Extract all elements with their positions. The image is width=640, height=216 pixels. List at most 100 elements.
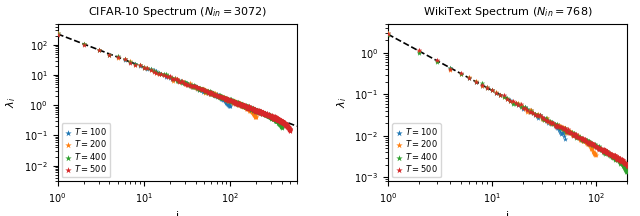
$T = 500$ (220, 98, 230, 101)
$T = 400$ (268, 116, 278, 119)
$T = 200$ (205, 92, 215, 95)
$T = 400$ (223, 98, 234, 102)
$T = 400$ (273, 120, 284, 124)
$T = 200$ (573, 135, 584, 139)
$T = 100$ (482, 85, 492, 89)
$T = 500$ (200, 89, 210, 93)
$T = 500$ (285, 129, 295, 132)
$T = 400$ (250, 108, 260, 111)
$T = 500$ (562, 130, 572, 134)
$T = 400$ (269, 117, 279, 121)
$T = 400$ (275, 122, 285, 126)
$T = 400$ (584, 139, 594, 142)
$T = 500$ (262, 113, 272, 116)
$T = 400$ (508, 102, 518, 105)
$T = 400$ (550, 123, 561, 126)
$T = 400$ (237, 104, 247, 108)
$T = 200$ (586, 148, 596, 151)
$T = 400$ (268, 116, 278, 119)
$T = 400$ (607, 155, 617, 158)
$T = 500$ (271, 116, 281, 119)
$T = 400$ (248, 108, 258, 111)
$T = 500$ (234, 102, 244, 105)
$T = 400$ (207, 92, 218, 95)
$T = 400$ (522, 107, 532, 111)
$T = 400$ (559, 128, 569, 131)
$T = 200$ (575, 137, 586, 140)
$T = 500$ (569, 132, 579, 135)
$T = 500$ (505, 99, 515, 102)
$T = 500$ (250, 109, 260, 112)
$T = 100$ (163, 74, 173, 78)
$T = 400$ (255, 110, 265, 114)
$T = 200$ (564, 129, 574, 133)
$T = 100$ (213, 95, 223, 98)
$T = 200$ (243, 107, 253, 110)
$T = 200$ (561, 131, 572, 135)
$T = 500$ (164, 74, 175, 77)
$T = 500$ (241, 105, 252, 109)
$T = 500$ (610, 153, 620, 157)
$T = 100$ (524, 109, 534, 113)
$T = 400$ (189, 84, 199, 87)
$T = 100$ (172, 78, 182, 81)
$T = 500$ (271, 117, 282, 120)
$T = 400$ (598, 148, 609, 152)
$T = 400$ (477, 81, 487, 85)
$T = 500$ (257, 112, 268, 115)
$T = 200$ (528, 111, 538, 114)
$T = 400$ (267, 115, 277, 119)
$T = 200$ (174, 79, 184, 83)
$T = 500$ (628, 169, 639, 173)
$T = 500$ (241, 105, 252, 108)
$T = 200$ (584, 145, 595, 148)
$T = 400$ (604, 152, 614, 156)
$T = 200$ (230, 101, 241, 104)
$T = 500$ (264, 113, 274, 117)
$T = 400$ (499, 95, 509, 98)
$T = 200$ (242, 106, 252, 109)
$T = 400$ (586, 143, 596, 146)
$T = 400$ (212, 95, 223, 98)
$T = 500$ (267, 114, 277, 117)
$T = 400$ (270, 118, 280, 121)
$T = 400$ (267, 116, 277, 119)
$T = 500$ (258, 111, 268, 114)
$T = 400$ (203, 89, 213, 93)
$T = 200$ (207, 92, 218, 95)
$T = 500$ (262, 114, 273, 117)
$T = 400$ (614, 159, 624, 162)
$T = 200$ (548, 121, 559, 125)
$T = 500$ (622, 165, 632, 168)
$T = 200$ (214, 95, 224, 98)
$T = 500$ (282, 123, 292, 127)
$T = 400$ (253, 109, 263, 113)
$T = 400$ (264, 114, 274, 118)
$T = 500$ (632, 176, 640, 179)
$T = 400$ (245, 106, 255, 110)
$T = 400$ (125, 60, 136, 64)
$T = 400$ (614, 159, 624, 163)
$T = 100$ (552, 126, 562, 129)
$T = 500$ (275, 118, 285, 121)
$T = 400$ (264, 114, 274, 118)
$T = 400$ (572, 135, 582, 138)
$T = 500$ (261, 112, 271, 116)
$T = 500$ (268, 115, 278, 119)
$T = 400$ (236, 103, 246, 107)
$T = 200$ (245, 108, 255, 111)
$T = 500$ (538, 116, 548, 120)
$T = 400$ (258, 111, 268, 115)
$T = 400$ (562, 129, 572, 133)
$T = 500$ (275, 119, 285, 123)
$T = 200$ (232, 101, 242, 105)
$T = 400$ (260, 113, 270, 116)
$T = 400$ (582, 140, 592, 144)
$T = 500$ (273, 118, 284, 121)
$T = 400$ (567, 130, 577, 134)
$T = 500$ (229, 100, 239, 104)
$T = 500$ (273, 117, 284, 120)
$T = 400$ (269, 116, 279, 119)
$T = 500$ (218, 96, 228, 99)
$T = 500$ (620, 162, 630, 165)
